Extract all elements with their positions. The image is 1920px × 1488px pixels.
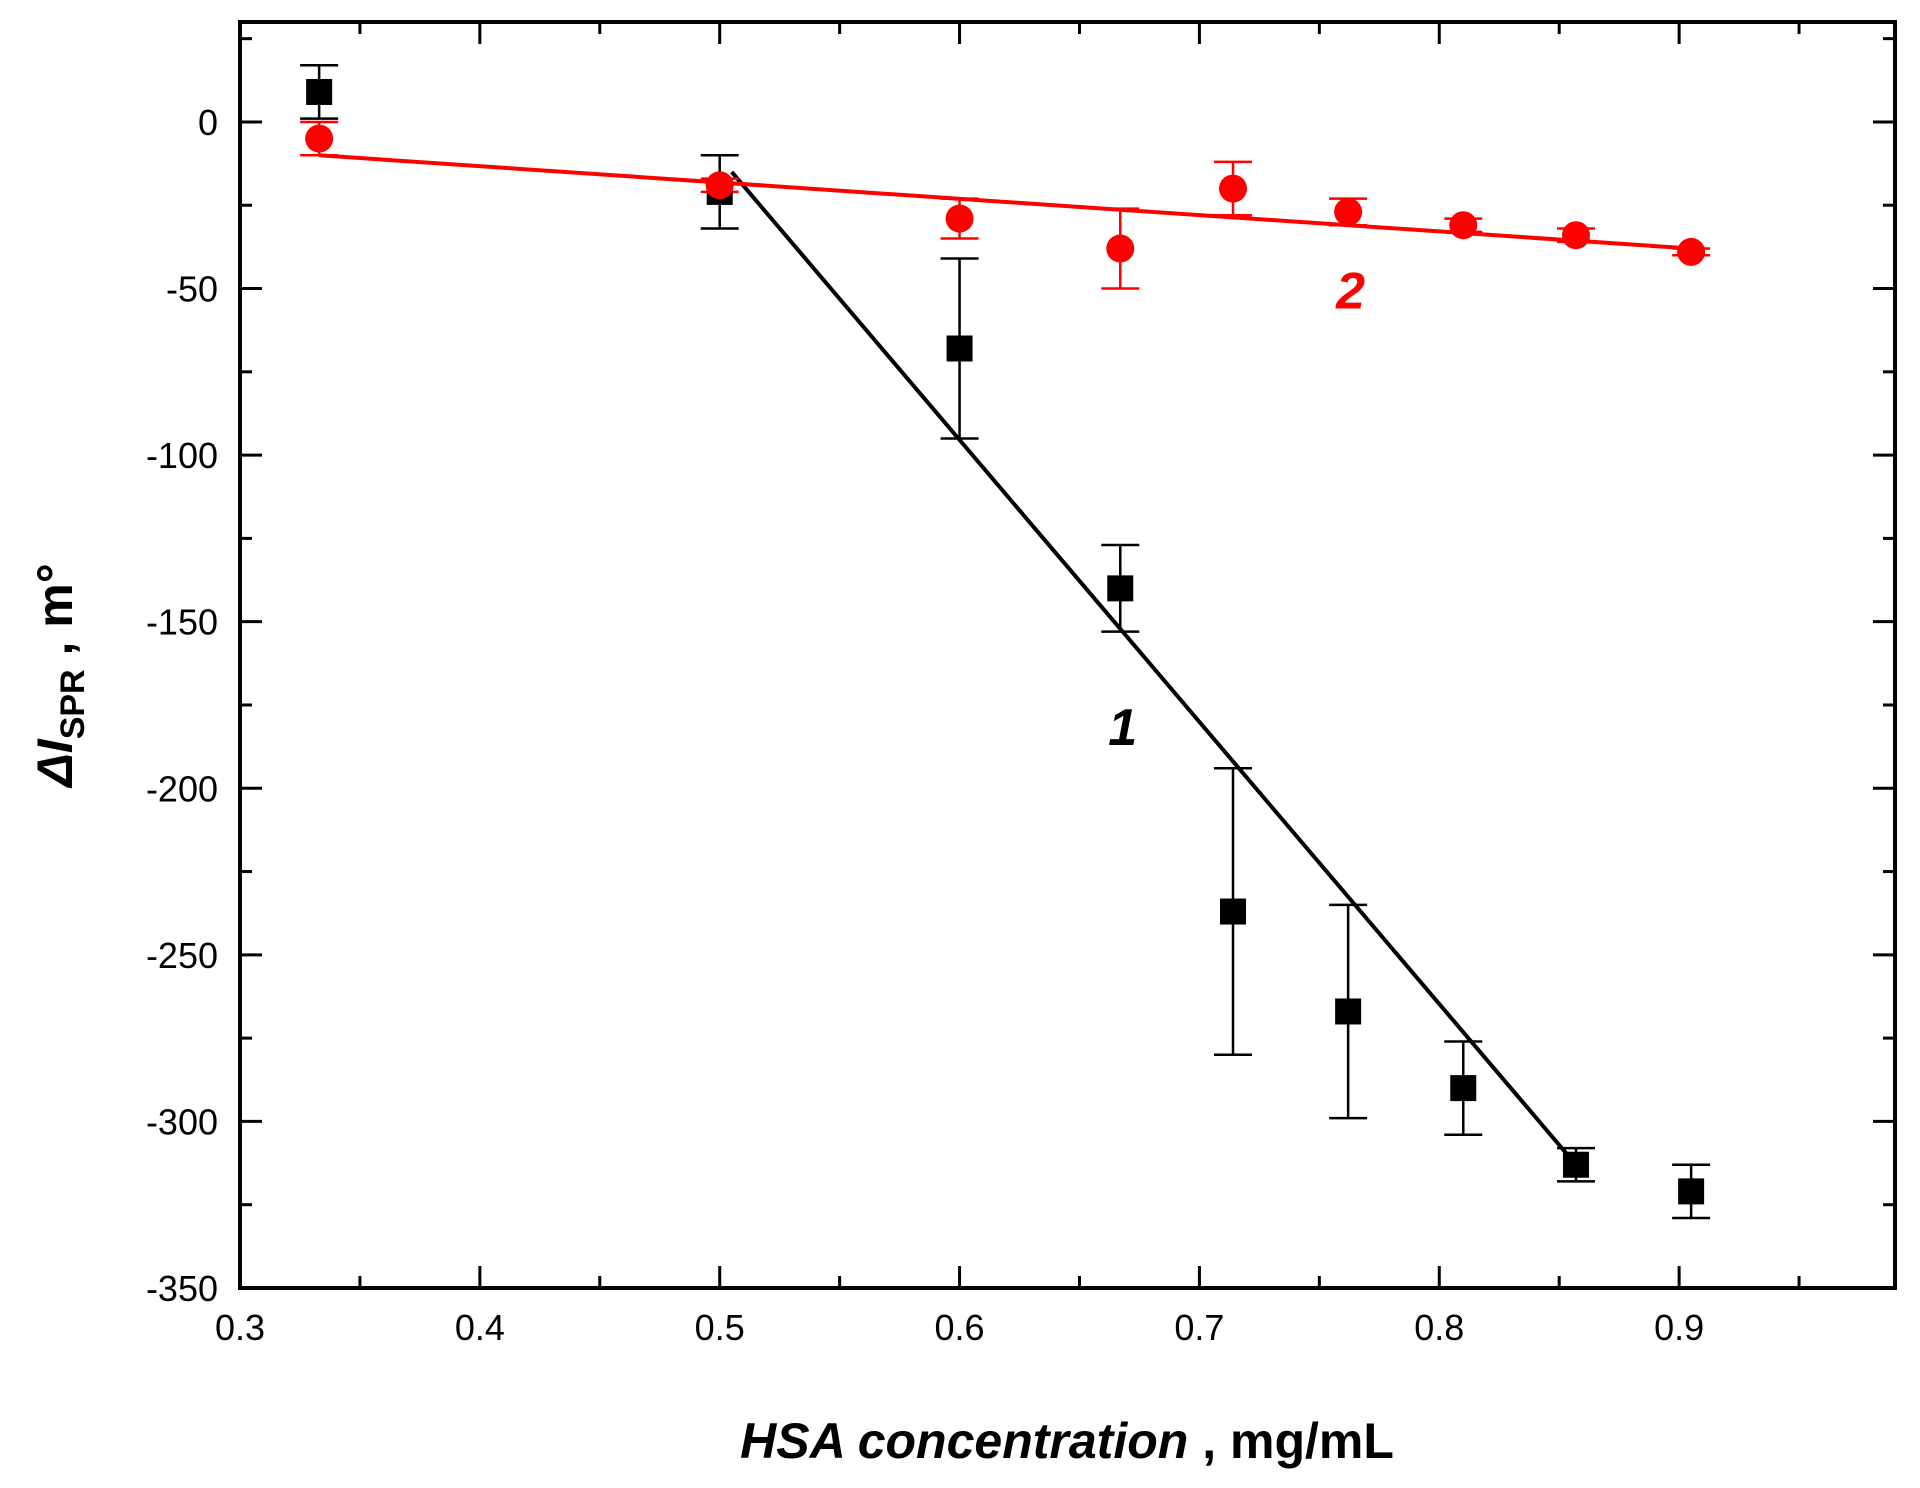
series-label-2: 2 bbox=[1335, 263, 1365, 321]
x-tick-label: 0.6 bbox=[935, 1307, 985, 1348]
data-point-circle-series-2 bbox=[705, 171, 734, 200]
y-tick-label: 0 bbox=[198, 102, 218, 143]
data-point-circle-series-2 bbox=[1334, 197, 1363, 226]
x-axis-unit: , mg/mL bbox=[1188, 1413, 1394, 1469]
data-point-circle-series-2 bbox=[1106, 234, 1135, 263]
fit-line-series-1 bbox=[730, 170, 1578, 1167]
series-labels-layer: 12 bbox=[1108, 263, 1365, 757]
plot-frame bbox=[238, 20, 1897, 1290]
data-point-circle-series-2 bbox=[945, 204, 974, 233]
y-axis-unit: , m° bbox=[27, 563, 83, 669]
y-tick-label: -200 bbox=[146, 768, 218, 809]
data-point-square-series-1 bbox=[1107, 575, 1134, 602]
data-points-layer bbox=[305, 78, 1706, 1205]
series-label-1: 1 bbox=[1108, 699, 1137, 757]
y-tick-label: -250 bbox=[146, 935, 218, 976]
data-point-circle-series-2 bbox=[1449, 211, 1478, 240]
data-point-square-series-1 bbox=[1335, 998, 1362, 1025]
error-bars-layer bbox=[300, 64, 1711, 1220]
fit-line-series-2 bbox=[319, 153, 1692, 251]
data-point-circle-series-2 bbox=[1219, 174, 1247, 203]
data-point-circle-series-2 bbox=[1561, 221, 1590, 250]
data-point-square-series-1 bbox=[946, 335, 973, 362]
data-point-square-series-1 bbox=[306, 78, 333, 105]
data-point-square-series-1 bbox=[1562, 1151, 1589, 1178]
y-tick-label: -100 bbox=[146, 435, 218, 476]
ticks-layer: 0.3 0.4 0.5 0.6 0.7 0.8 0.9 0 -50 -100 -150 -200 -25… bbox=[146, 22, 1895, 1348]
x-tick-label: 0.4 bbox=[455, 1307, 505, 1348]
x-tick-label: 0.7 bbox=[1174, 1307, 1224, 1348]
data-point-square-series-1 bbox=[1450, 1075, 1477, 1102]
y-tick-label: -350 bbox=[146, 1268, 218, 1309]
x-tick-label: 0.3 bbox=[215, 1307, 265, 1348]
y-tick-label: -50 bbox=[166, 269, 218, 310]
y-tick-label: -150 bbox=[146, 602, 218, 643]
data-point-square-series-1 bbox=[1678, 1178, 1705, 1205]
x-axis-title: HSA concentration , mg/mL bbox=[740, 1413, 1394, 1469]
x-tick-label: 0.9 bbox=[1654, 1307, 1704, 1348]
y-axis-title: ΔISPR , m° bbox=[27, 563, 92, 789]
y-tick-label: -300 bbox=[146, 1101, 218, 1142]
fit-lines-layer bbox=[319, 153, 1692, 1167]
y-axis-subscript: SPR bbox=[54, 669, 92, 739]
data-point-square-series-1 bbox=[1220, 898, 1246, 925]
data-point-circle-series-2 bbox=[305, 124, 334, 153]
x-tick-label: 0.8 bbox=[1414, 1307, 1464, 1348]
y-axis-symbol: ΔI bbox=[27, 738, 83, 789]
x-tick-label: 0.5 bbox=[695, 1307, 745, 1348]
data-point-circle-series-2 bbox=[1677, 237, 1706, 266]
x-axis-title-italic: HSA concentration bbox=[740, 1413, 1188, 1469]
